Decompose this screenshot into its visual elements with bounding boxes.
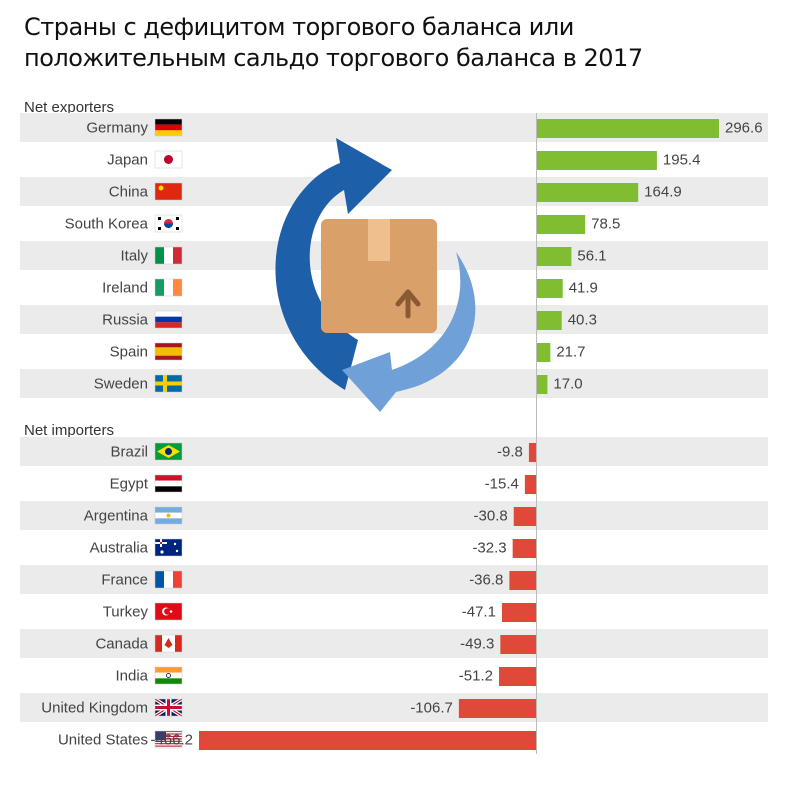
group-label: Net importers: [24, 422, 114, 439]
sweden-flag: [154, 374, 183, 393]
country-label: Turkey: [103, 603, 149, 620]
country-label: Spain: [110, 343, 148, 360]
country-label: Brazil: [110, 443, 148, 460]
india-flag: [154, 666, 183, 685]
country-label: France: [101, 571, 148, 588]
bar: [537, 215, 586, 234]
country-label: Germany: [86, 119, 148, 136]
arrow-top-icon: [275, 138, 392, 390]
country-label: South Korea: [65, 215, 149, 232]
chart-title: Страны с дефицитом торгового баланса или…: [24, 13, 643, 72]
value-label: 17.0: [553, 375, 582, 392]
value-label: 56.1: [577, 247, 606, 264]
up-arrow-icon: [395, 289, 421, 319]
bar: [458, 699, 536, 718]
country-label: Canada: [95, 635, 148, 652]
bar: [512, 539, 536, 558]
value-label: 164.9: [644, 183, 682, 200]
value-label: -15.4: [485, 475, 519, 492]
country-label: United States: [58, 731, 148, 748]
value-label: -36.8: [469, 571, 503, 588]
row-stripe: [20, 693, 768, 722]
row-stripe: [20, 629, 768, 658]
value-label: 195.4: [663, 151, 701, 168]
germany-flag: [154, 118, 183, 137]
value-label: 21.7: [556, 343, 585, 360]
country-label: India: [115, 667, 148, 684]
france-flag: [154, 570, 183, 589]
bar: [537, 375, 548, 394]
bar: [501, 603, 536, 622]
bar: [509, 571, 536, 590]
australia-flag: [154, 538, 183, 557]
value-label: -466.2: [150, 731, 193, 748]
egypt-flag: [154, 474, 183, 493]
value-label: 40.3: [568, 311, 597, 328]
value-label: -49.3: [460, 635, 494, 652]
country-label: Australia: [90, 539, 149, 556]
package-exchange-icon: [275, 138, 476, 412]
bar: [513, 507, 536, 526]
south-korea-flag: [154, 214, 183, 233]
value-label: 78.5: [591, 215, 620, 232]
bar: [537, 343, 551, 362]
value-label: -32.3: [472, 539, 506, 556]
row-stripe: [20, 501, 768, 530]
usa-flag: [154, 730, 183, 749]
bar: [199, 731, 536, 750]
turkey-flag: [154, 602, 183, 621]
argentina-flag: [154, 506, 183, 525]
group-label: Net exporters: [24, 99, 114, 116]
country-label: Argentina: [84, 507, 149, 524]
rows: Net exporters Germany 296.6 Japan 195.4 China…: [20, 99, 768, 750]
country-label: United Kingdom: [41, 699, 148, 716]
italy-flag: [154, 246, 183, 265]
value-label: -51.2: [459, 667, 493, 684]
value-label: 296.6: [725, 119, 763, 136]
bar: [537, 279, 563, 298]
value-label: -47.1: [462, 603, 496, 620]
country-label: Sweden: [94, 375, 148, 392]
ireland-flag: [154, 278, 183, 297]
country-label: Ireland: [102, 279, 148, 296]
country-label: Italy: [120, 247, 148, 264]
value-label: -106.7: [410, 699, 453, 716]
bar: [537, 151, 657, 170]
country-label: Russia: [102, 311, 149, 328]
canada-flag: [154, 634, 183, 653]
row-stripe: [20, 565, 768, 594]
bar: [500, 635, 536, 654]
country-label: Egypt: [110, 475, 149, 492]
bar: [537, 119, 719, 138]
value-label: -9.8: [497, 443, 523, 460]
country-label: China: [109, 183, 149, 200]
uk-flag: [154, 697, 183, 718]
row-stripe: [20, 177, 768, 206]
japan-flag: [154, 150, 183, 169]
bar: [498, 667, 536, 686]
bar: [524, 475, 536, 494]
bar: [537, 183, 639, 202]
china-flag: [154, 182, 183, 201]
brazil-flag: [154, 442, 183, 461]
spain-flag: [154, 342, 183, 361]
bar: [537, 247, 572, 266]
arrow-bottom-icon: [342, 252, 476, 412]
bar: [537, 311, 562, 330]
box-tape: [368, 219, 390, 261]
value-label: -30.8: [474, 507, 508, 524]
country-label: Japan: [107, 151, 148, 168]
russia-flag: [154, 310, 183, 329]
row-stripe: [20, 437, 768, 466]
value-label: 41.9: [569, 279, 598, 296]
bar: [528, 443, 536, 462]
